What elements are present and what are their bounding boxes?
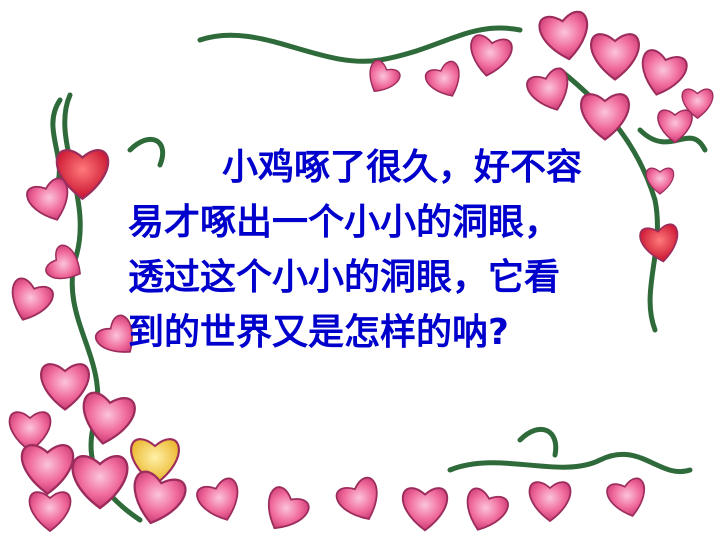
story-line-3: 透过这个小小的洞眼，它看 bbox=[128, 257, 561, 298]
story-line-4: 到的世界又是怎样的呐? bbox=[128, 312, 509, 353]
story-line-1: 小鸡啄了很久，好不容 bbox=[222, 147, 583, 188]
flower-cluster-bottom-right bbox=[332, 474, 652, 538]
flower-cluster-top-right bbox=[360, 9, 714, 144]
story-line-2: 易才啄出一个小小的洞眼， bbox=[128, 202, 561, 243]
story-text: 小鸡啄了很久，好不容 易才啄出一个小小的洞眼， 透过这个小小的洞眼，它看 到的世… bbox=[128, 140, 668, 360]
flower-cluster-bottom-left bbox=[20, 438, 313, 540]
